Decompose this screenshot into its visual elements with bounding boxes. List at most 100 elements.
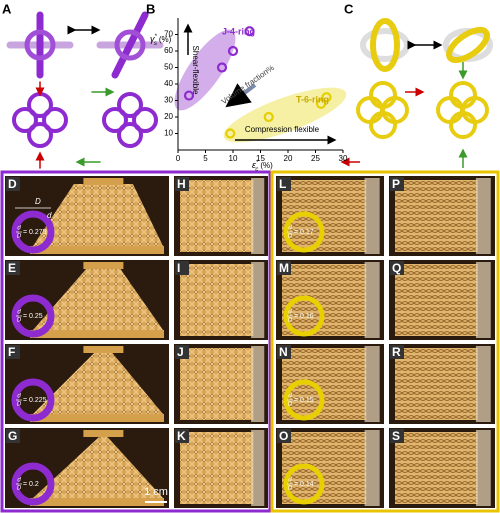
- ratio-numerator: d: [17, 478, 21, 484]
- panel-label: S: [392, 429, 400, 443]
- panel-label: Q: [392, 261, 401, 275]
- panel-label: R: [392, 345, 401, 359]
- panel-label: A: [2, 1, 12, 16]
- y-tick-label: 30: [164, 96, 173, 105]
- y-tick-label: 20: [164, 112, 173, 121]
- ratio-denominator: D: [288, 234, 293, 240]
- y-axis-label-sub: s: [154, 41, 157, 47]
- ratio-denominator: D: [288, 486, 293, 492]
- side-plate: [475, 430, 491, 506]
- lattice-specimen: [395, 348, 478, 420]
- ratio-denominator: D: [17, 486, 22, 492]
- panel-label-box: [390, 429, 404, 443]
- side-plate: [364, 262, 380, 338]
- ratio-numerator: d: [288, 226, 292, 232]
- ring-section: [283, 463, 325, 505]
- specimen-base: [30, 246, 164, 254]
- side-plate: [251, 346, 265, 422]
- panel-label-box: [390, 261, 404, 275]
- ratio-value: = 0.25: [23, 313, 43, 320]
- y-tick-label: 10: [164, 129, 173, 138]
- ratio-denominator: D: [17, 234, 22, 240]
- specimen-top: [83, 430, 124, 437]
- panel-label: M: [279, 261, 289, 275]
- data-point: [225, 128, 236, 139]
- y-tick-label: 50: [164, 63, 173, 72]
- annotation: Compression flexible: [245, 125, 320, 134]
- data-point: [244, 26, 255, 37]
- specimen-base: [30, 330, 164, 338]
- y-tick-label: 60: [164, 46, 173, 55]
- panel-label: G: [8, 429, 17, 443]
- lattice-specimen: [395, 432, 478, 504]
- x-tick-label: 20: [284, 154, 293, 163]
- side-plate: [475, 262, 491, 338]
- dimension-label: D: [35, 197, 41, 206]
- lattice-specimen: [33, 436, 163, 498]
- specimen-top: [83, 346, 124, 353]
- panel-label: I: [177, 261, 180, 275]
- panel-c-graphics: [340, 18, 493, 168]
- panel-label: B: [146, 1, 155, 16]
- annotation: Shear-flexible: [191, 46, 200, 95]
- y-tick-label: 40: [164, 79, 173, 88]
- ratio-value: = 0.2: [23, 481, 39, 488]
- panel-label: J: [177, 345, 184, 359]
- purple-frame: [0, 170, 272, 513]
- panel-label-box: [277, 429, 291, 443]
- lattice-specimen: [33, 184, 163, 246]
- panel-label-box: [175, 261, 189, 275]
- panel-label-box: [390, 345, 404, 359]
- dimension-label: d: [47, 211, 52, 220]
- panel-a-graphics: [6, 11, 164, 169]
- panel-b-regions: [174, 23, 347, 145]
- ratio-denominator: D: [288, 318, 293, 324]
- ring-section: [11, 210, 55, 254]
- ratio-value: = 0.275: [23, 229, 47, 236]
- side-plate: [364, 430, 380, 506]
- yellow-frame: [270, 170, 500, 513]
- panel-label-box: [6, 429, 20, 443]
- x-axis-label-sup: *: [256, 160, 259, 166]
- ring-section: [283, 379, 325, 421]
- ring-section: [11, 294, 55, 338]
- panel-label-box: [175, 177, 189, 191]
- ring-section: [11, 462, 55, 506]
- panel-label: K: [177, 429, 186, 443]
- ratio-numerator: d: [17, 226, 21, 232]
- ratio-value: = 0.16: [294, 313, 314, 320]
- x-tick-label: 30: [339, 154, 348, 163]
- panel-label: F: [8, 345, 15, 359]
- data-point: [216, 62, 228, 73]
- x-tick-label: 5: [203, 154, 208, 163]
- ratio-numerator: d: [17, 310, 21, 316]
- lattice-specimen: [395, 180, 478, 252]
- x-axis-label-sub: c: [255, 167, 258, 173]
- x-axis-label-symbol: ε: [252, 160, 257, 170]
- y-axis-label-symbol: γ: [150, 34, 155, 44]
- ratio-numerator: d: [17, 394, 21, 400]
- side-plate: [475, 346, 491, 422]
- specimen-base: [30, 498, 164, 506]
- ring-section: [283, 295, 325, 337]
- series-label: J-4-ring: [222, 26, 255, 36]
- panel-label-box: [277, 345, 291, 359]
- panel-label: L: [279, 177, 286, 191]
- panel-label: C: [344, 1, 354, 16]
- y-axis-label-sup: *: [155, 34, 158, 40]
- scale-bar-label: 1 cm: [144, 486, 168, 498]
- panel-label: P: [392, 177, 400, 191]
- specimen-top: [83, 178, 124, 185]
- ratio-value: = 0.14: [294, 481, 314, 488]
- ratio-denominator: D: [17, 318, 22, 324]
- side-plate: [364, 346, 380, 422]
- ring-section: [11, 378, 55, 422]
- ratio-denominator: D: [17, 402, 22, 408]
- panel-label: O: [279, 429, 288, 443]
- side-plate: [251, 262, 265, 338]
- y-axis-label: γ* s (%): [150, 34, 172, 47]
- series-label: T-6-ring: [296, 94, 329, 104]
- panel-label: N: [279, 345, 288, 359]
- side-plate: [475, 178, 491, 254]
